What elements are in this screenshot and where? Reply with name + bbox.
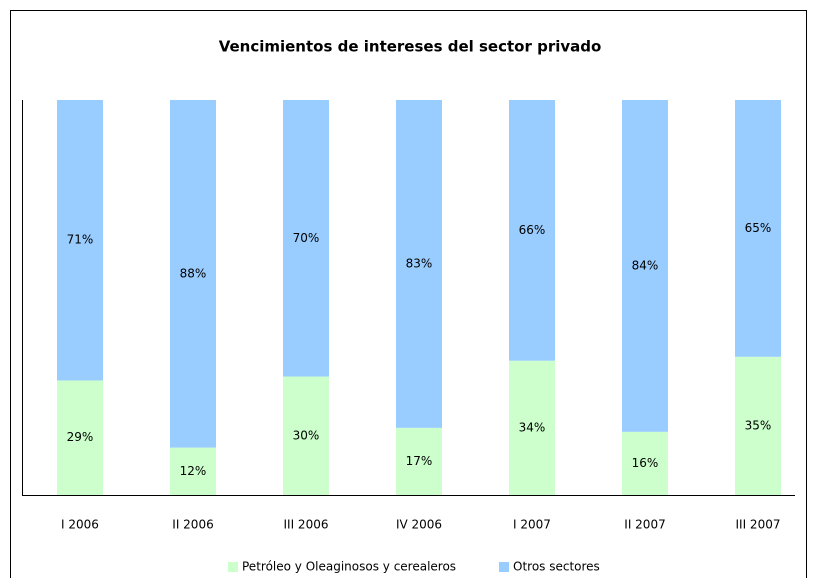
- bar-segment: [57, 380, 103, 495]
- chart-title: Vencimientos de intereses del sector pri…: [219, 38, 602, 56]
- bar-segment: [622, 431, 668, 495]
- bar-segment: [509, 100, 555, 361]
- x-tick-label: IV 2006: [396, 518, 442, 532]
- data-label: 88%: [180, 266, 207, 280]
- data-label: 71%: [67, 233, 94, 247]
- x-tick-label: II 2007: [624, 518, 665, 532]
- bar-segment: [735, 356, 781, 495]
- x-tick-label: II 2006: [172, 518, 213, 532]
- data-label: 30%: [293, 428, 320, 442]
- legend-swatch: [499, 562, 509, 572]
- data-label: 17%: [406, 454, 433, 468]
- data-label: 66%: [519, 223, 546, 237]
- bar-segment: [735, 100, 781, 357]
- bar-segment: [396, 100, 442, 428]
- x-tick-label: I 2006: [61, 518, 99, 532]
- bar-segment: [170, 447, 216, 495]
- chart-border: [10, 10, 807, 578]
- bar-segment: [283, 376, 329, 495]
- bar-segment: [57, 100, 103, 381]
- data-label: 35%: [745, 418, 772, 432]
- x-tick-label: I 2007: [513, 518, 551, 532]
- data-label: 34%: [519, 420, 546, 434]
- x-tick-label: III 2006: [284, 518, 329, 532]
- legend-label: Otros sectores: [513, 560, 600, 574]
- data-label: 12%: [180, 464, 207, 478]
- bar-segment: [283, 100, 329, 377]
- legend-swatch: [228, 562, 238, 572]
- bar-segment: [622, 100, 668, 432]
- data-label: 65%: [745, 221, 772, 235]
- data-label: 70%: [293, 231, 320, 245]
- data-label: 83%: [406, 256, 433, 270]
- data-label: 84%: [632, 258, 659, 272]
- x-tick-label: III 2007: [736, 518, 781, 532]
- bar-segment: [170, 100, 216, 448]
- data-label: 16%: [632, 456, 659, 470]
- data-label: 29%: [67, 430, 94, 444]
- bar-segment: [509, 360, 555, 495]
- legend-label: Petróleo y Oleaginosos y cerealeros: [242, 560, 456, 574]
- bar-segment: [396, 427, 442, 495]
